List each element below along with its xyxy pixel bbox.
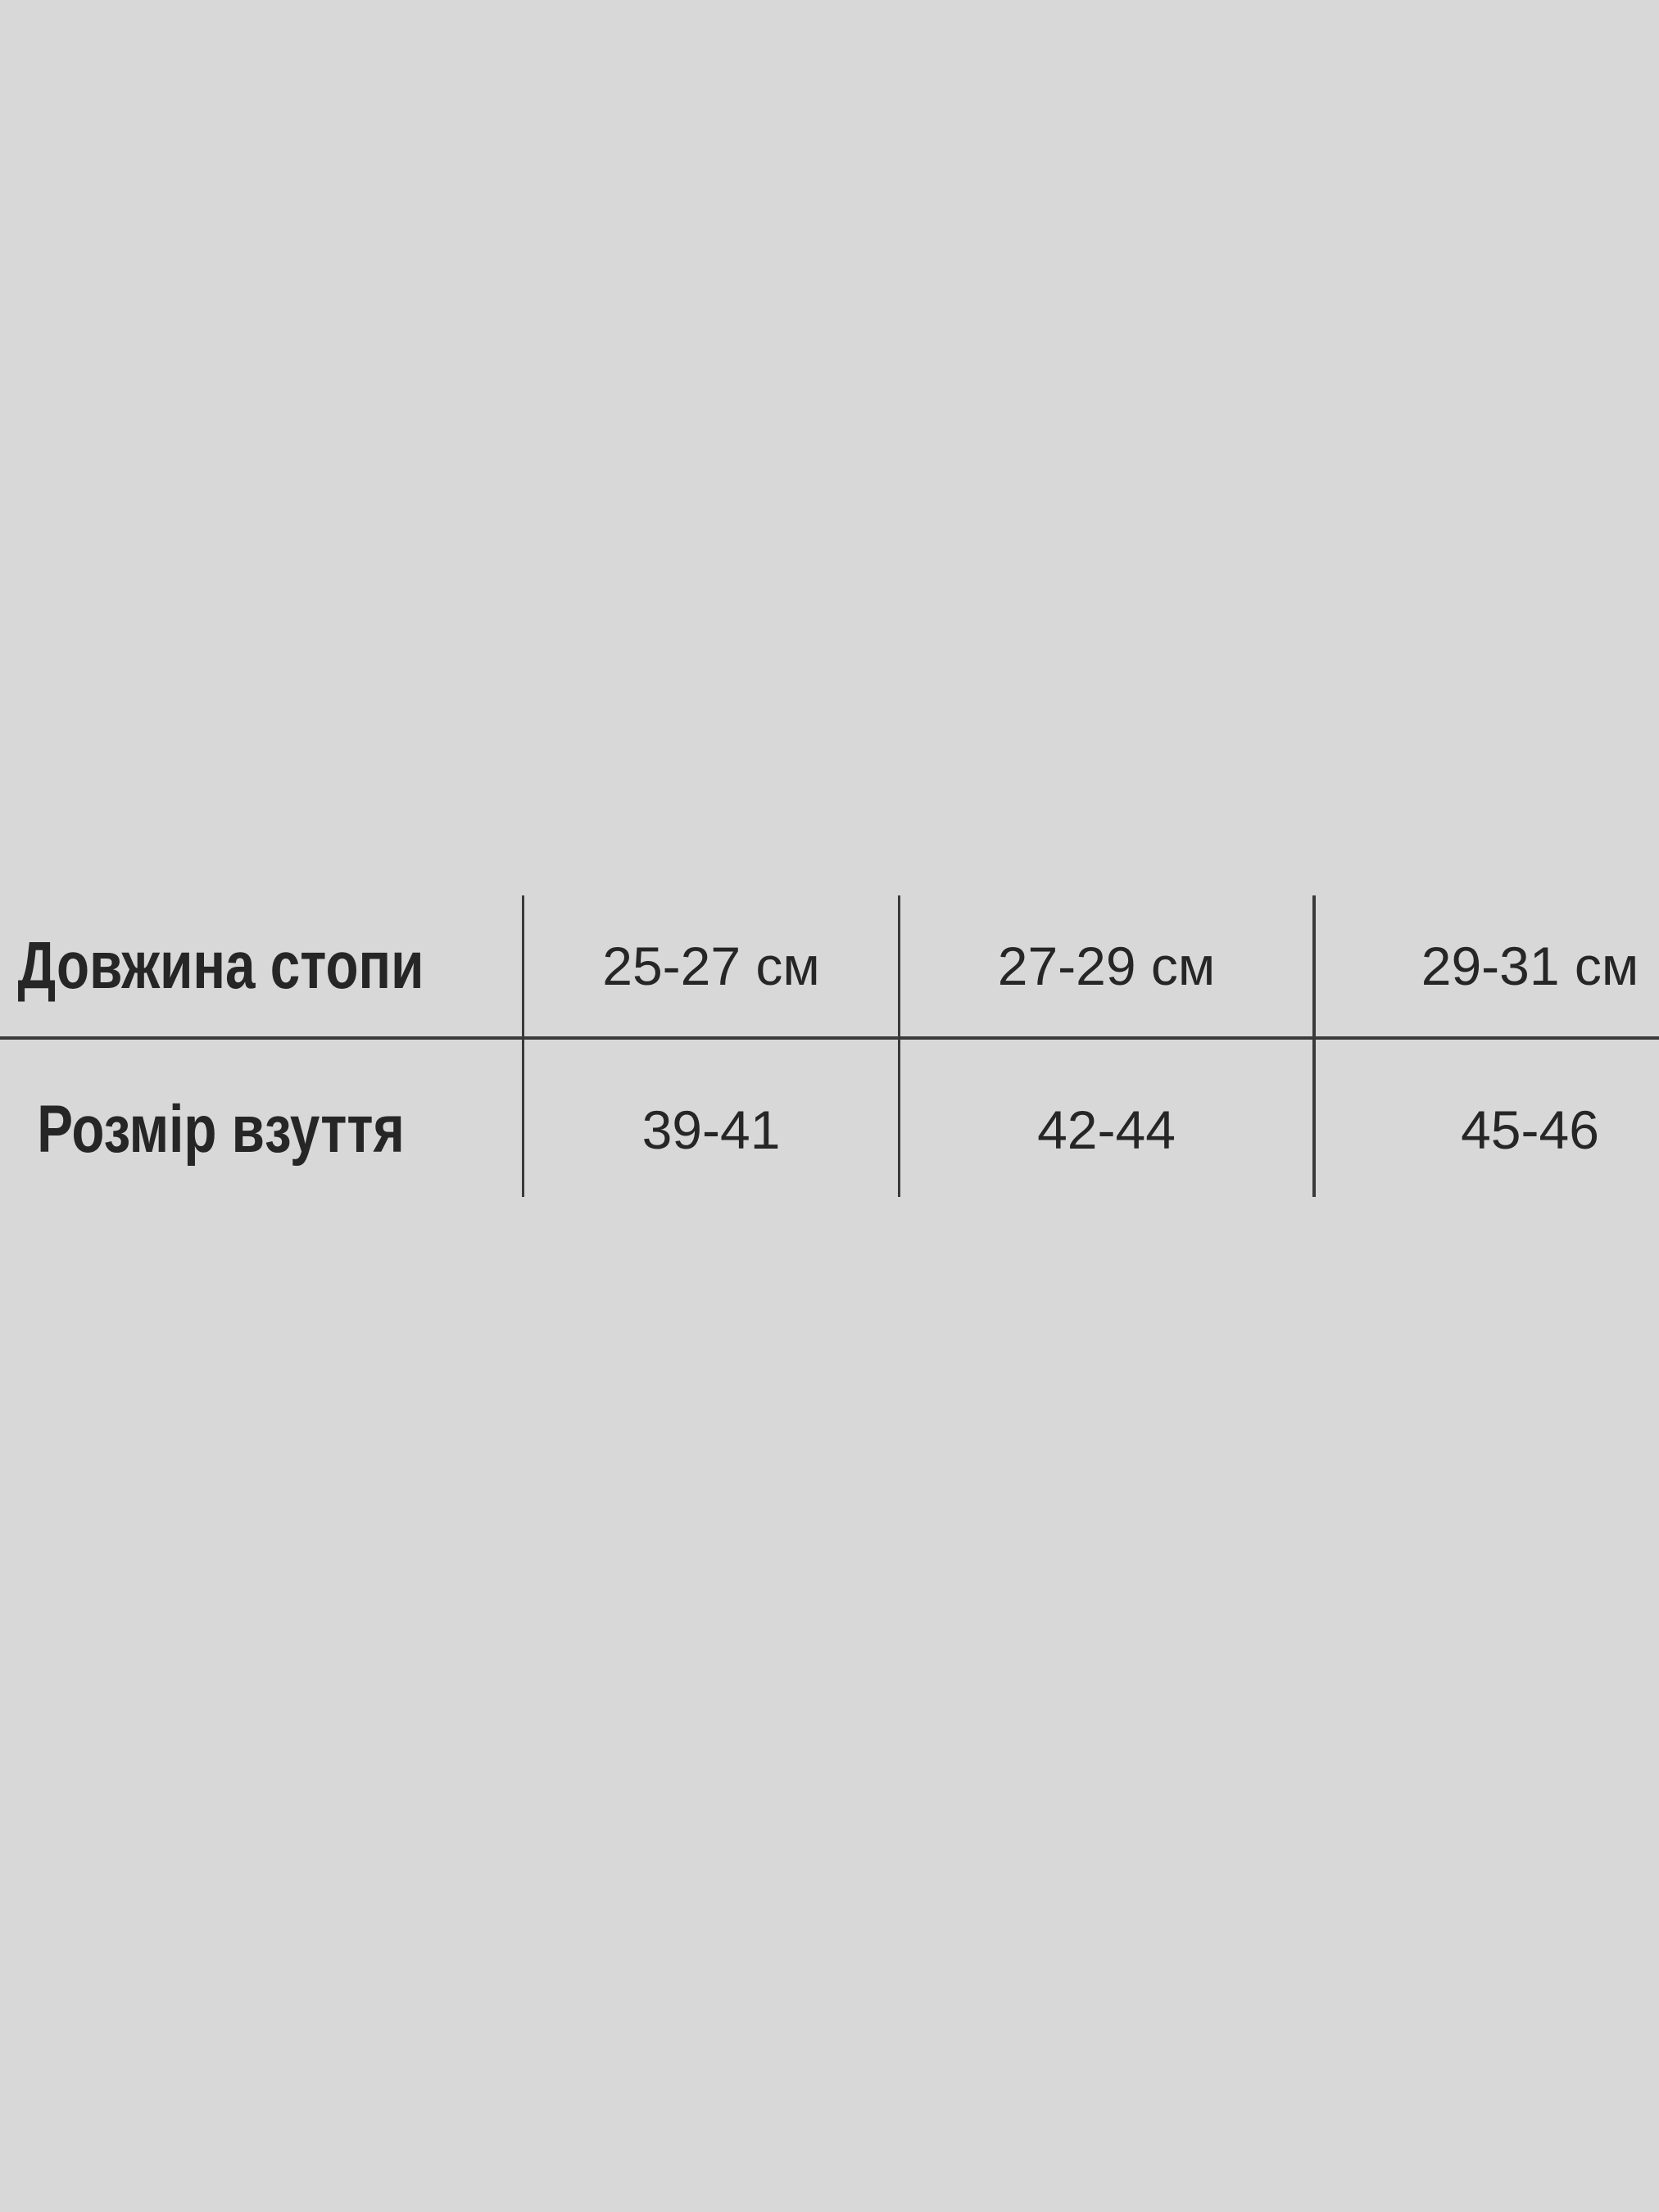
shoe-size-value-3: 45-46 — [1461, 1099, 1599, 1160]
shoe-size-value-1: 39-41 — [641, 1099, 781, 1160]
foot-length-value-3: 29-31 см — [1421, 936, 1639, 996]
column-divider-3 — [1312, 895, 1316, 1197]
foot-length-value-1: 25-27 см — [602, 936, 820, 996]
shoe-size-value-2: 42-44 — [1037, 1099, 1176, 1160]
foot-length-label: Довжина стопи — [17, 928, 424, 1003]
foot-length-value-2: 27-29 см — [997, 936, 1216, 996]
shoe-size-label: Розмір взуття — [37, 1092, 405, 1167]
column-divider-1 — [522, 895, 524, 1197]
row-divider — [0, 1036, 1659, 1040]
column-divider-2 — [898, 895, 900, 1197]
